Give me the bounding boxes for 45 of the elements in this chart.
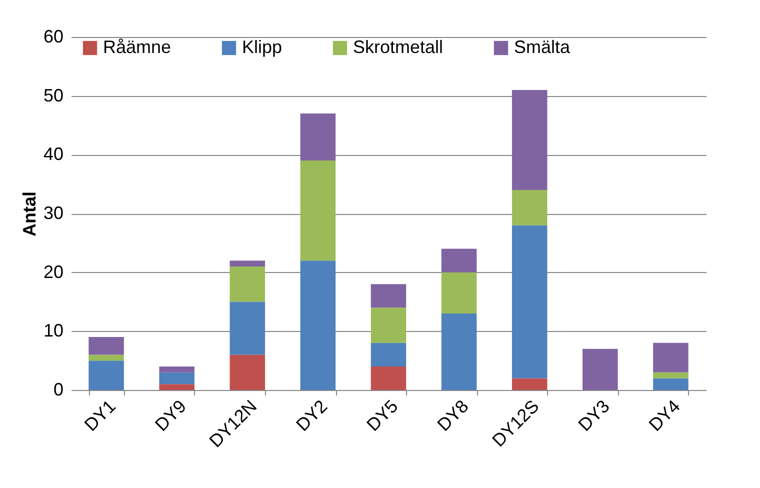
bar [159,366,194,372]
y-tick-label: 40 [43,144,64,164]
bar [512,378,548,390]
bar [512,225,548,378]
legend-label: Skrotmetall [353,37,444,57]
bar [653,372,688,378]
bar [370,342,406,366]
bar [370,366,406,390]
x-tick-label: DY3 [574,396,614,435]
x-tick-label: DY8 [433,396,472,435]
bar [300,260,336,390]
bar [88,354,124,361]
y-tick-label: 50 [43,85,64,106]
legend-label: Råämne [103,37,172,57]
bar [300,113,336,161]
bar [441,248,477,272]
bar [512,90,548,190]
bar [512,190,548,226]
x-tick-label: DY9 [151,396,190,435]
bar [230,354,266,390]
bar [370,284,406,308]
y-tick-label: 10 [43,320,64,341]
y-tick-label: 20 [43,262,64,282]
bar [159,384,194,390]
y-tick-label: 0 [53,380,64,400]
bar [441,314,477,390]
bar [300,160,336,261]
bar [653,342,688,372]
bar [582,348,618,390]
bar [230,302,266,355]
bar [88,360,124,390]
bar [370,308,406,343]
y-axis-title: Antal [19,192,40,236]
y-tick-label: 30 [43,203,64,223]
bar [230,260,266,266]
bar [653,378,688,390]
bar [88,337,124,355]
legend-label: Smälta [514,37,572,57]
bar [441,272,477,314]
bar [230,266,266,302]
x-tick-label: DY2 [292,396,332,435]
bar [159,372,194,384]
y-tick-label: 60 [43,26,64,46]
x-tick-label: DY1 [80,396,120,435]
legend-label: Klipp [242,37,282,57]
